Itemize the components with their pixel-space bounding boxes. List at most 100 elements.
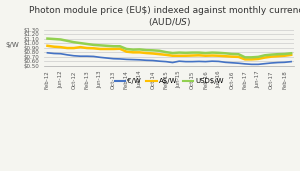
A$/W: [138, 51, 142, 53]
A$/W: [184, 55, 188, 57]
€/W: [190, 61, 194, 63]
€/W: [118, 58, 122, 60]
€/W: [270, 62, 273, 64]
A$/W: [250, 58, 253, 60]
€/W: [224, 61, 227, 63]
USD$/W: [171, 52, 174, 54]
€/W: [197, 60, 201, 62]
€/W: [105, 57, 109, 59]
A$/W: [52, 46, 56, 48]
A$/W: [177, 55, 181, 57]
A$/W: [92, 47, 95, 49]
A$/W: [230, 56, 234, 58]
A$/W: [171, 55, 174, 57]
USD$/W: [290, 52, 293, 54]
€/W: [52, 52, 56, 55]
€/W: [125, 58, 128, 60]
USD$/W: [250, 56, 253, 58]
USD$/W: [85, 43, 89, 45]
USD$/W: [52, 38, 56, 40]
€/W: [204, 61, 207, 63]
USD$/W: [79, 42, 82, 44]
€/W: [144, 59, 148, 61]
A$/W: [263, 57, 267, 59]
€/W: [256, 63, 260, 65]
€/W: [217, 60, 220, 62]
USD$/W: [184, 52, 188, 54]
€/W: [230, 62, 234, 64]
€/W: [46, 52, 49, 54]
USD$/W: [243, 56, 247, 58]
€/W: [210, 60, 214, 62]
USD$/W: [204, 52, 207, 54]
A$/W: [79, 46, 82, 48]
USD$/W: [210, 52, 214, 54]
A$/W: [256, 58, 260, 60]
A$/W: [112, 48, 115, 50]
A$/W: [190, 55, 194, 57]
USD$/W: [237, 53, 240, 55]
USD$/W: [112, 45, 115, 47]
USD$/W: [256, 56, 260, 58]
USD$/W: [65, 40, 69, 42]
€/W: [177, 60, 181, 62]
USD$/W: [276, 53, 280, 55]
USD$/W: [46, 38, 49, 40]
USD$/W: [283, 53, 286, 55]
USD$/W: [59, 38, 62, 41]
USD$/W: [151, 49, 154, 51]
€/W: [85, 55, 89, 57]
USD$/W: [125, 48, 128, 50]
USD$/W: [190, 52, 194, 54]
USD$/W: [98, 44, 102, 46]
€/W: [283, 61, 286, 63]
€/W: [164, 61, 168, 63]
€/W: [171, 62, 174, 64]
€/W: [98, 56, 102, 58]
€/W: [290, 61, 293, 63]
USD$/W: [138, 48, 142, 50]
€/W: [72, 55, 76, 57]
USD$/W: [131, 49, 135, 51]
€/W: [138, 59, 142, 61]
USD$/W: [158, 50, 161, 52]
USD$/W: [224, 52, 227, 54]
A$/W: [290, 54, 293, 56]
Line: A$/W: A$/W: [47, 46, 291, 59]
A$/W: [65, 47, 69, 49]
Y-axis label: $/W: $/W: [6, 42, 19, 48]
A$/W: [237, 56, 240, 58]
€/W: [65, 54, 69, 56]
€/W: [151, 60, 154, 62]
A$/W: [158, 53, 161, 55]
Line: €/W: €/W: [47, 53, 291, 64]
USD$/W: [72, 41, 76, 43]
A$/W: [59, 46, 62, 48]
€/W: [158, 60, 161, 62]
€/W: [131, 59, 135, 61]
USD$/W: [164, 51, 168, 53]
A$/W: [118, 48, 122, 50]
A$/W: [210, 55, 214, 57]
A$/W: [243, 58, 247, 60]
USD$/W: [144, 49, 148, 51]
A$/W: [125, 51, 128, 53]
€/W: [79, 55, 82, 57]
€/W: [276, 62, 280, 64]
USD$/W: [177, 52, 181, 54]
€/W: [184, 61, 188, 63]
USD$/W: [263, 54, 267, 56]
A$/W: [85, 47, 89, 49]
A$/W: [283, 55, 286, 57]
Line: USD$/W: USD$/W: [47, 39, 291, 57]
€/W: [112, 58, 115, 60]
A$/W: [217, 55, 220, 57]
A$/W: [151, 52, 154, 55]
A$/W: [270, 56, 273, 58]
Title: Photon module price (EU$) indexed against monthly currency
(AUD$/US$): Photon module price (EU$) indexed agains…: [29, 5, 300, 28]
A$/W: [105, 48, 109, 50]
A$/W: [144, 52, 148, 54]
USD$/W: [230, 53, 234, 55]
€/W: [237, 62, 240, 64]
USD$/W: [92, 44, 95, 46]
